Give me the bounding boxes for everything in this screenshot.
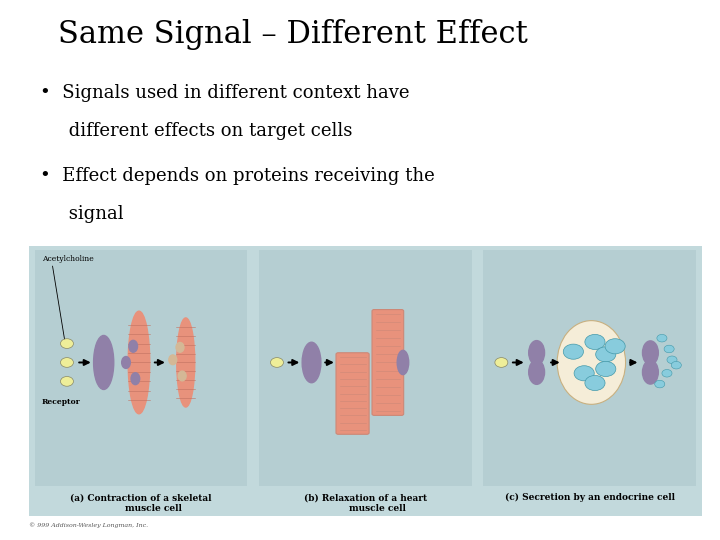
Ellipse shape <box>557 321 626 404</box>
Ellipse shape <box>177 318 194 407</box>
Circle shape <box>574 366 594 381</box>
Text: (b) Relaxation of a heart
        muscle cell: (b) Relaxation of a heart muscle cell <box>304 493 427 512</box>
FancyBboxPatch shape <box>29 246 702 516</box>
Circle shape <box>664 345 674 353</box>
Ellipse shape <box>642 341 658 364</box>
FancyBboxPatch shape <box>336 353 369 434</box>
Text: (c) Secretion by an endocrine cell: (c) Secretion by an endocrine cell <box>505 493 675 502</box>
Ellipse shape <box>642 360 658 384</box>
Circle shape <box>667 356 677 363</box>
Circle shape <box>271 357 284 367</box>
Text: © 999 Addison-Wesley Longman, Inc.: © 999 Addison-Wesley Longman, Inc. <box>29 522 148 528</box>
Circle shape <box>563 344 583 359</box>
Ellipse shape <box>302 342 321 383</box>
Circle shape <box>605 339 625 354</box>
Ellipse shape <box>528 341 544 365</box>
Circle shape <box>60 376 73 386</box>
Ellipse shape <box>397 350 409 375</box>
Circle shape <box>585 375 605 390</box>
Text: different effects on target cells: different effects on target cells <box>40 122 352 139</box>
FancyBboxPatch shape <box>35 250 248 486</box>
Circle shape <box>585 334 605 349</box>
Text: (a) Contraction of a skeletal
        muscle cell: (a) Contraction of a skeletal muscle cel… <box>71 493 212 512</box>
Ellipse shape <box>94 335 114 389</box>
Ellipse shape <box>176 342 184 352</box>
Text: •  Signals used in different context have: • Signals used in different context have <box>40 84 409 102</box>
Circle shape <box>495 357 508 367</box>
FancyBboxPatch shape <box>259 250 472 486</box>
Ellipse shape <box>168 355 177 365</box>
Circle shape <box>662 369 672 377</box>
Ellipse shape <box>122 356 130 368</box>
Ellipse shape <box>128 311 150 414</box>
Text: Receptor: Receptor <box>42 397 81 406</box>
Circle shape <box>657 334 667 342</box>
Text: Acetylcholine: Acetylcholine <box>42 255 94 264</box>
Text: signal: signal <box>40 205 123 223</box>
Text: •  Effect depends on proteins receiving the: • Effect depends on proteins receiving t… <box>40 167 434 185</box>
FancyBboxPatch shape <box>372 309 404 415</box>
Ellipse shape <box>131 373 140 384</box>
Ellipse shape <box>528 360 544 384</box>
FancyBboxPatch shape <box>483 250 696 486</box>
Circle shape <box>60 339 73 348</box>
Circle shape <box>654 380 665 388</box>
Circle shape <box>671 361 681 369</box>
Ellipse shape <box>179 371 186 381</box>
Ellipse shape <box>129 340 138 352</box>
Text: Same Signal – Different Effect: Same Signal – Different Effect <box>58 19 527 50</box>
Circle shape <box>60 357 73 367</box>
Circle shape <box>595 347 616 362</box>
Circle shape <box>595 361 616 376</box>
